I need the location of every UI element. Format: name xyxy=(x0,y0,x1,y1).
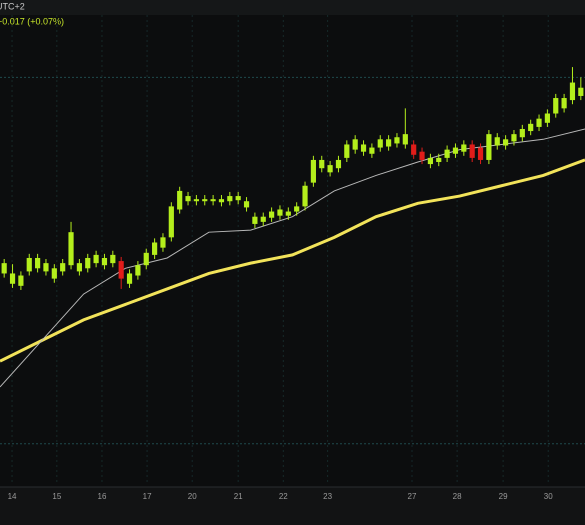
x-tick-label: 20 xyxy=(188,492,197,501)
candle-body xyxy=(252,216,258,224)
candle-body xyxy=(101,257,108,266)
candle-body xyxy=(386,139,392,147)
x-tick-label: 27 xyxy=(408,492,417,501)
candle-body xyxy=(536,118,542,127)
candle-body xyxy=(43,263,49,272)
candle-body xyxy=(452,147,459,154)
x-tick-label: 17 xyxy=(143,492,152,501)
candle-body xyxy=(444,149,450,158)
x-tick-label: 28 xyxy=(453,492,462,501)
candle-body xyxy=(235,196,241,201)
candle-body xyxy=(486,134,492,160)
candle-body xyxy=(93,254,99,264)
moving-average xyxy=(0,158,585,363)
candle-body xyxy=(352,139,358,150)
candle-body xyxy=(461,144,467,152)
x-tick-label: 23 xyxy=(323,492,332,501)
candle-body xyxy=(118,261,124,279)
x-tick-label: 22 xyxy=(279,492,288,501)
candle-body xyxy=(327,165,333,173)
candle-body xyxy=(218,199,225,203)
header-strip xyxy=(0,0,585,15)
x-tick-label: 29 xyxy=(499,492,508,501)
candle-body xyxy=(503,139,509,146)
candle-body xyxy=(110,254,116,264)
candle-body xyxy=(302,185,308,207)
candle-body xyxy=(344,144,350,158)
candle-body xyxy=(193,199,199,202)
candle-body xyxy=(553,98,559,114)
x-tick-label: 14 xyxy=(8,492,17,501)
candle-body xyxy=(511,134,517,142)
candle-body xyxy=(544,113,550,123)
candle-body xyxy=(394,137,400,144)
candle-body xyxy=(402,134,408,145)
candle-body xyxy=(310,159,316,183)
candle-body xyxy=(76,263,82,272)
candle-body xyxy=(578,87,584,96)
candle-body xyxy=(185,196,191,202)
candle-body xyxy=(60,263,66,272)
candle-body xyxy=(269,211,275,218)
x-tick-label: 30 xyxy=(544,492,553,501)
candle-body xyxy=(143,252,149,266)
axis-strip xyxy=(0,487,585,525)
candle-body xyxy=(135,265,141,276)
candle-body xyxy=(9,273,16,284)
candle-body xyxy=(319,159,325,169)
candle-body xyxy=(227,196,233,202)
candle-body xyxy=(260,216,266,222)
timezone: UTC+2 xyxy=(0,1,25,11)
candle-body xyxy=(1,263,7,274)
candle-body xyxy=(411,144,417,155)
candle-body xyxy=(68,232,74,266)
candle-body xyxy=(419,151,425,160)
candle-body xyxy=(243,201,250,208)
candle-body xyxy=(494,137,500,146)
candle-body xyxy=(126,273,133,284)
candle-body xyxy=(85,257,91,269)
candle-body xyxy=(210,199,216,202)
candle-body xyxy=(177,190,183,210)
candle-body xyxy=(168,206,174,238)
candle-body xyxy=(335,159,342,169)
candle-body xyxy=(528,123,534,132)
x-tick-label: 16 xyxy=(98,492,107,501)
candle-body xyxy=(35,257,41,269)
candle-body xyxy=(469,144,475,158)
candle-body xyxy=(277,209,283,216)
candle-body xyxy=(51,268,57,279)
candle-body xyxy=(369,147,375,154)
candle-body xyxy=(561,98,567,109)
candle-body xyxy=(294,206,300,212)
change-label: +0.017 (+0.07%) xyxy=(0,16,64,26)
x-tick-label: 21 xyxy=(234,492,243,501)
candle-body xyxy=(18,275,24,286)
candle-body xyxy=(26,257,32,272)
candle-body xyxy=(152,242,158,255)
candle-body xyxy=(285,211,291,216)
x-tick-label: 15 xyxy=(52,492,61,501)
candle-body xyxy=(519,128,525,138)
candle-body xyxy=(427,157,433,165)
candle-body xyxy=(436,157,442,163)
candle-body xyxy=(202,199,208,202)
candle-body xyxy=(160,237,166,248)
candle-body xyxy=(360,144,367,152)
candle-body xyxy=(477,147,484,160)
candle-body xyxy=(569,82,576,101)
candle-body xyxy=(377,139,383,148)
